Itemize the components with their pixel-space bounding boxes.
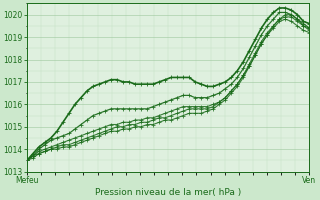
X-axis label: Pression niveau de la mer( hPa ): Pression niveau de la mer( hPa ) [95,188,241,197]
